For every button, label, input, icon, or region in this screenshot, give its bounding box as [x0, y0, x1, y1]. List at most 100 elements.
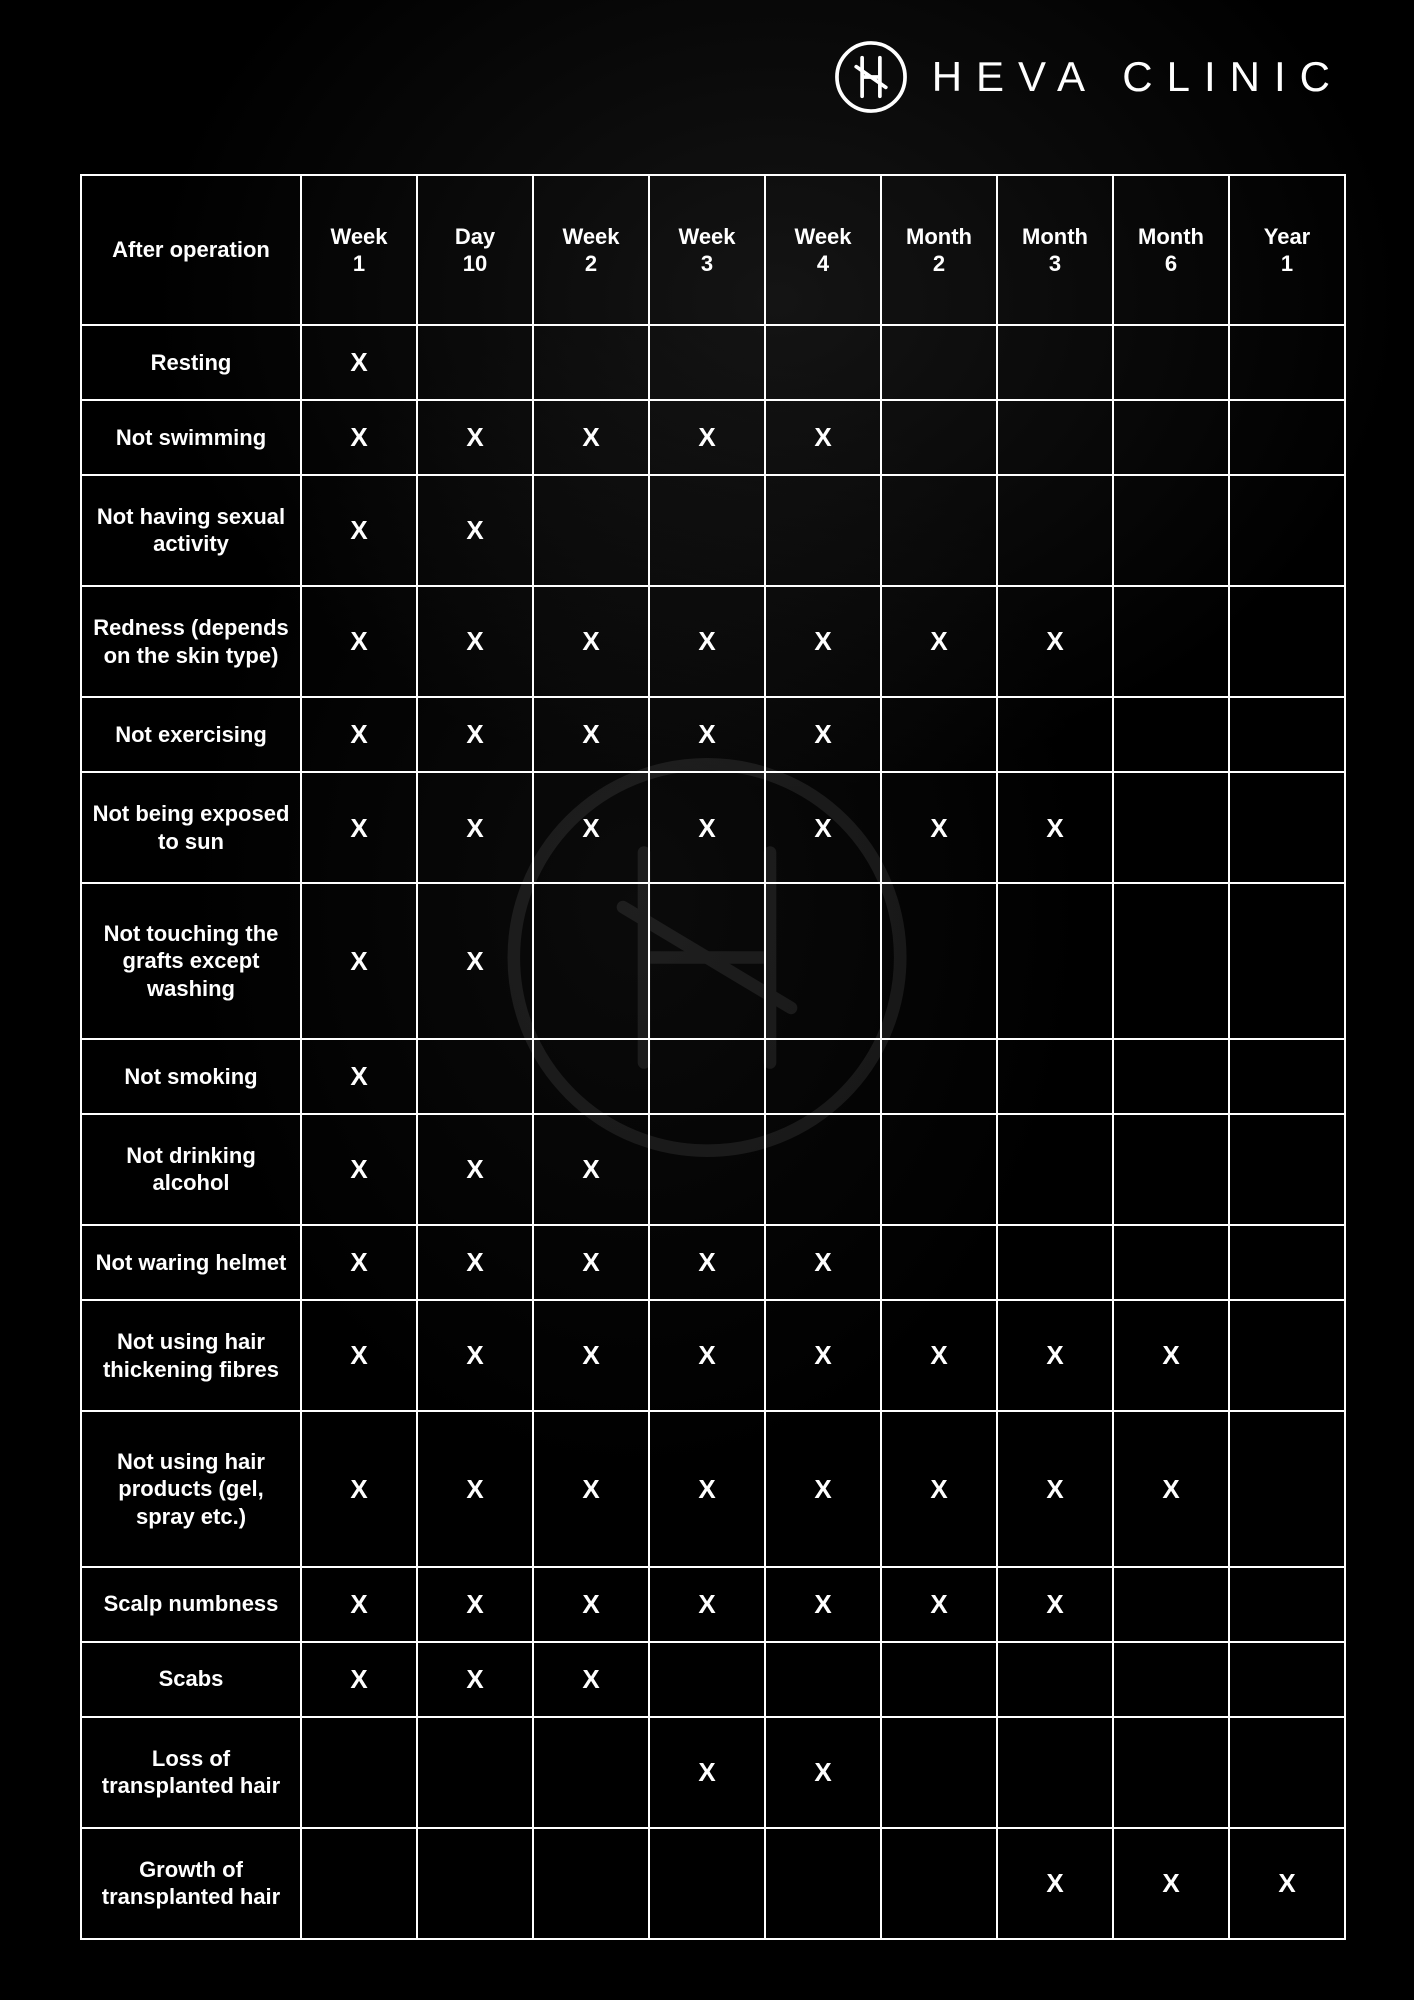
table-cell [1113, 1642, 1229, 1717]
x-mark-icon: X [350, 1664, 367, 1694]
table-header-line1: Year [1238, 223, 1336, 251]
table-row-label: Redness (depends on the skin type) [81, 586, 301, 697]
table-cell [1113, 1225, 1229, 1300]
table-cell [301, 1828, 417, 1939]
table-cell: X [301, 1039, 417, 1114]
table-cell [997, 1114, 1113, 1225]
table-cell: X [533, 1225, 649, 1300]
x-mark-icon: X [930, 1589, 947, 1619]
table-cell: X [997, 586, 1113, 697]
table-cell [301, 1717, 417, 1828]
table-cell [533, 1039, 649, 1114]
table-cell: X [417, 1411, 533, 1567]
table-cell: X [765, 772, 881, 883]
x-mark-icon: X [814, 813, 831, 843]
table-cell: X [533, 1114, 649, 1225]
table-cell [1113, 697, 1229, 772]
table-header-line1: Month [1122, 223, 1220, 251]
table-cell: X [649, 697, 765, 772]
table-cell [997, 883, 1113, 1039]
table-cell: X [765, 1411, 881, 1567]
table-cell [881, 883, 997, 1039]
table-row: Loss of transplanted hairXX [81, 1717, 1345, 1828]
table-cell [649, 1828, 765, 1939]
table-cell: X [649, 1225, 765, 1300]
x-mark-icon: X [466, 946, 483, 976]
table-row: Not swimmingXXXXX [81, 400, 1345, 475]
table-cell [649, 883, 765, 1039]
x-mark-icon: X [1162, 1868, 1179, 1898]
table-cell [881, 475, 997, 586]
x-mark-icon: X [350, 1247, 367, 1277]
table-cell [765, 1642, 881, 1717]
table-cell [997, 475, 1113, 586]
table-cell [1229, 1300, 1345, 1411]
table-cell: X [997, 1300, 1113, 1411]
table-cell: X [533, 400, 649, 475]
table-cell [417, 1039, 533, 1114]
table-cell: X [301, 697, 417, 772]
table-cell: X [417, 400, 533, 475]
x-mark-icon: X [698, 1589, 715, 1619]
table-cell: X [765, 1225, 881, 1300]
table-cell: X [649, 1567, 765, 1642]
x-mark-icon: X [350, 946, 367, 976]
table-row: Scalp numbnessXXXXXXX [81, 1567, 1345, 1642]
x-mark-icon: X [582, 1247, 599, 1277]
table-cell [1229, 1225, 1345, 1300]
table-cell [881, 1828, 997, 1939]
x-mark-icon: X [814, 422, 831, 452]
table-cell [649, 1039, 765, 1114]
table-cell: X [417, 883, 533, 1039]
table-header-line1: Week [542, 223, 640, 251]
table-row: Redness (depends on the skin type)XXXXXX… [81, 586, 1345, 697]
table-cell [649, 325, 765, 400]
table-cell: X [997, 1411, 1113, 1567]
x-mark-icon: X [466, 813, 483, 843]
table-cell: X [997, 772, 1113, 883]
recovery-table: After operation Week1Day10Week2Week3Week… [80, 174, 1346, 1940]
table-cell [1229, 1642, 1345, 1717]
table-cell [1113, 475, 1229, 586]
x-mark-icon: X [698, 1247, 715, 1277]
table-cell [1229, 1411, 1345, 1567]
table-cell [1113, 772, 1229, 883]
table-cell: X [765, 400, 881, 475]
x-mark-icon: X [466, 1589, 483, 1619]
x-mark-icon: X [350, 1154, 367, 1184]
table-row-label: Not touching the grafts except washing [81, 883, 301, 1039]
table-cell: X [417, 1567, 533, 1642]
table-cell [881, 1717, 997, 1828]
table-row-label: Scalp numbness [81, 1567, 301, 1642]
table-cell: X [881, 1300, 997, 1411]
table-cell: X [417, 1114, 533, 1225]
table-row-label: Scabs [81, 1642, 301, 1717]
x-mark-icon: X [930, 626, 947, 656]
table-row: Not being exposed to sunXXXXXXX [81, 772, 1345, 883]
table-cell: X [997, 1828, 1113, 1939]
table-cell: X [765, 1567, 881, 1642]
table-cell: X [301, 1567, 417, 1642]
table-cell: X [301, 883, 417, 1039]
x-mark-icon: X [698, 1474, 715, 1504]
table-header-cell: Week4 [765, 175, 881, 325]
table-cell: X [1113, 1300, 1229, 1411]
table-cell: X [301, 1411, 417, 1567]
x-mark-icon: X [1046, 626, 1063, 656]
table-cell: X [417, 1225, 533, 1300]
table-cell [997, 325, 1113, 400]
table-header-cell: Month6 [1113, 175, 1229, 325]
x-mark-icon: X [814, 1757, 831, 1787]
table-cell: X [417, 586, 533, 697]
recovery-table-container: After operation Week1Day10Week2Week3Week… [80, 174, 1334, 1940]
table-cell: X [649, 772, 765, 883]
table-cell [1113, 325, 1229, 400]
x-mark-icon: X [466, 719, 483, 749]
x-mark-icon: X [466, 1664, 483, 1694]
table-row: Not drinking alcoholXXX [81, 1114, 1345, 1225]
table-cell [1229, 1717, 1345, 1828]
x-mark-icon: X [582, 1589, 599, 1619]
table-row: Not waring helmetXXXXX [81, 1225, 1345, 1300]
table-row: Not having sexual activityXX [81, 475, 1345, 586]
x-mark-icon: X [1046, 1474, 1063, 1504]
